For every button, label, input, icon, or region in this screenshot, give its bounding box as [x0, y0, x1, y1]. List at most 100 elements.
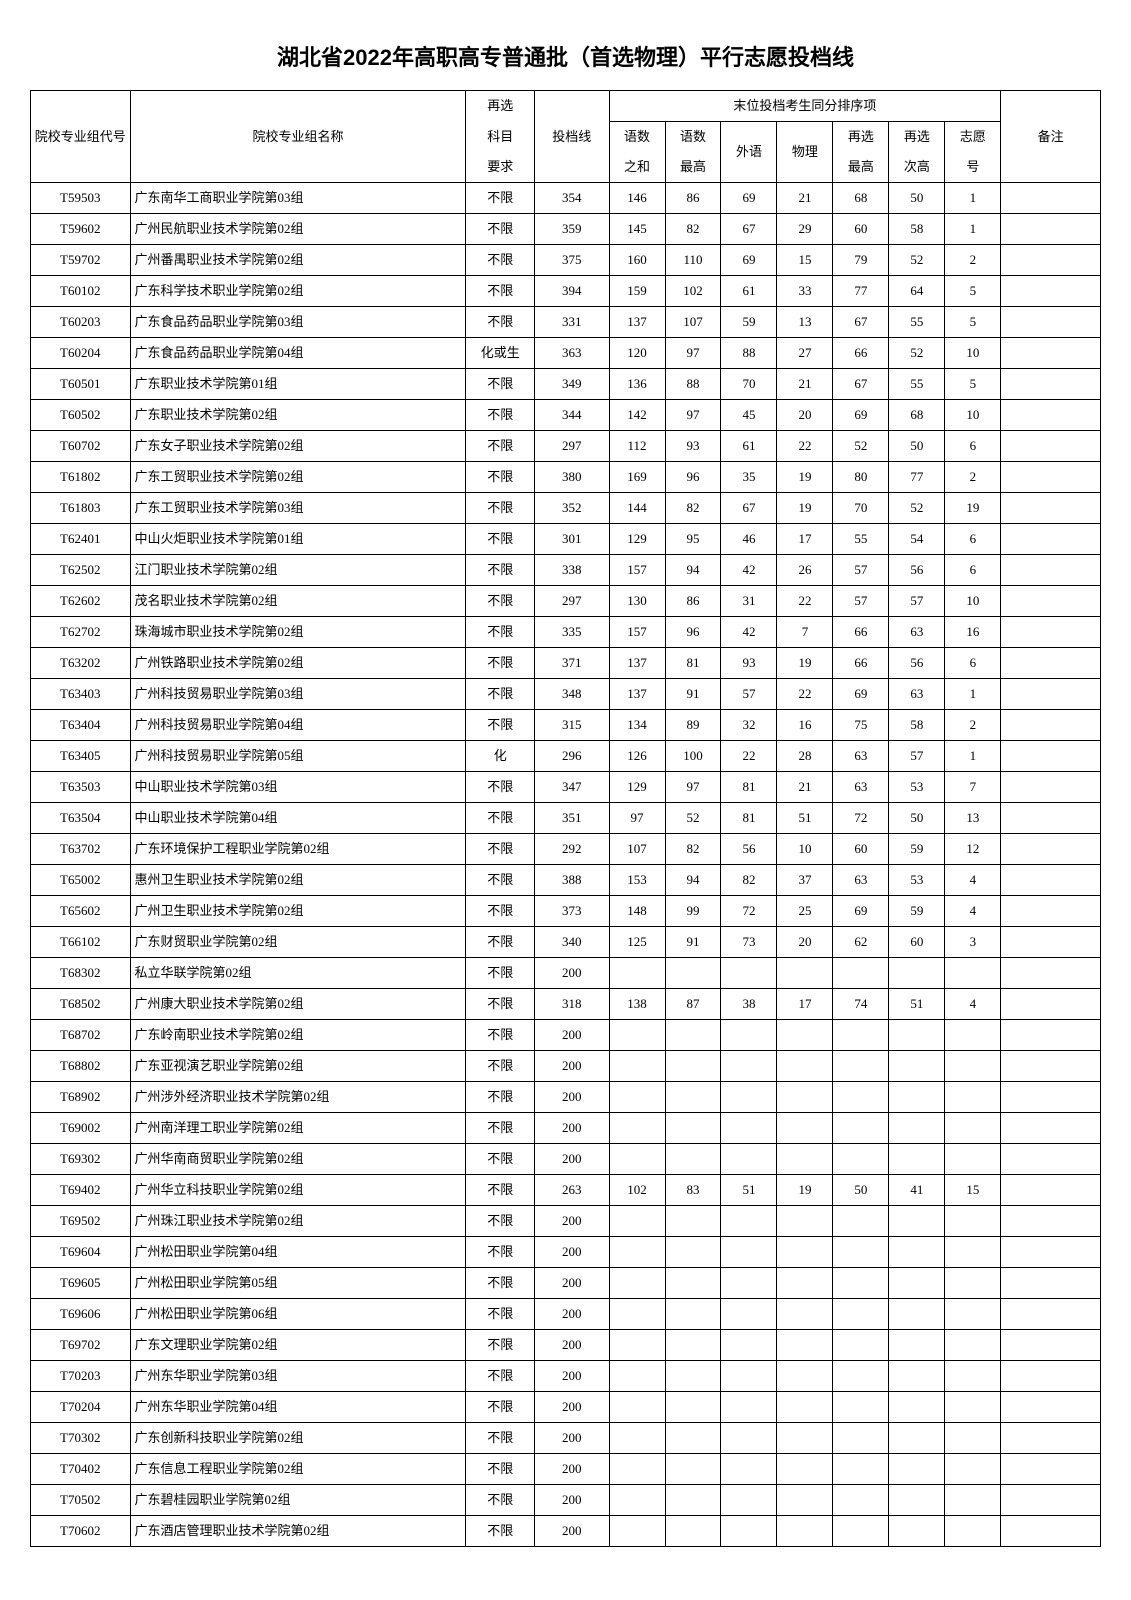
cell-line: 200 — [534, 1361, 609, 1392]
cell-s4 — [777, 1454, 833, 1485]
table-row: T69606广州松田职业学院第06组不限200 — [31, 1299, 1101, 1330]
cell-line: 349 — [534, 369, 609, 400]
cell-s6 — [889, 1516, 945, 1547]
cell-s6 — [889, 1144, 945, 1175]
cell-note — [1001, 1144, 1101, 1175]
cell-s4: 21 — [777, 183, 833, 214]
table-row: T68702广东岭南职业技术学院第02组不限200 — [31, 1020, 1101, 1051]
cell-note — [1001, 710, 1101, 741]
cell-s5 — [833, 1051, 889, 1082]
cell-s1: 160 — [609, 245, 665, 276]
cell-code: T70204 — [31, 1392, 131, 1423]
cell-s5: 63 — [833, 741, 889, 772]
cell-s3: 69 — [721, 245, 777, 276]
cell-code: T68302 — [31, 958, 131, 989]
cell-note — [1001, 493, 1101, 524]
cell-s3 — [721, 1392, 777, 1423]
cell-req: 不限 — [466, 183, 534, 214]
cell-s4: 22 — [777, 431, 833, 462]
cell-s3 — [721, 1361, 777, 1392]
cell-code: T60501 — [31, 369, 131, 400]
cell-s1: 134 — [609, 710, 665, 741]
cell-s1: 129 — [609, 772, 665, 803]
cell-s6: 55 — [889, 307, 945, 338]
table-row: T68502广州康大职业技术学院第02组不限31813887381774514 — [31, 989, 1101, 1020]
cell-s5 — [833, 1454, 889, 1485]
cell-code: T63404 — [31, 710, 131, 741]
cell-name: 中山职业技术学院第03组 — [130, 772, 466, 803]
cell-name: 广州南洋理工职业学院第02组 — [130, 1113, 466, 1144]
cell-note — [1001, 1516, 1101, 1547]
cell-line: 354 — [534, 183, 609, 214]
cell-s2: 102 — [665, 276, 721, 307]
cell-s7: 2 — [945, 710, 1001, 741]
cell-code: T63405 — [31, 741, 131, 772]
cell-note — [1001, 927, 1101, 958]
cell-name: 广东创新科技职业学院第02组 — [130, 1423, 466, 1454]
cell-s3: 73 — [721, 927, 777, 958]
cell-note — [1001, 1392, 1101, 1423]
cell-s5: 63 — [833, 772, 889, 803]
cell-code: T60204 — [31, 338, 131, 369]
cell-s4 — [777, 1330, 833, 1361]
cell-s1: 159 — [609, 276, 665, 307]
cell-code: T68702 — [31, 1020, 131, 1051]
cell-s7 — [945, 1361, 1001, 1392]
table-row: T70204广州东华职业学院第04组不限200 — [31, 1392, 1101, 1423]
cell-line: 371 — [534, 648, 609, 679]
table-row: T68902广州涉外经济职业技术学院第02组不限200 — [31, 1082, 1101, 1113]
cell-s6 — [889, 1268, 945, 1299]
cell-s7: 13 — [945, 803, 1001, 834]
cell-s5: 69 — [833, 400, 889, 431]
cell-name: 广州康大职业技术学院第02组 — [130, 989, 466, 1020]
cell-req: 不限 — [466, 276, 534, 307]
cell-s4 — [777, 958, 833, 989]
cell-s5: 67 — [833, 369, 889, 400]
cell-s4 — [777, 1206, 833, 1237]
table-row: T63405广州科技贸易职业学院第05组化296126100222863571 — [31, 741, 1101, 772]
cell-s7: 2 — [945, 245, 1001, 276]
cell-req: 不限 — [466, 431, 534, 462]
cell-name: 惠州卫生职业技术学院第02组 — [130, 865, 466, 896]
cell-s7 — [945, 958, 1001, 989]
cell-s2: 82 — [665, 834, 721, 865]
cell-name: 广州科技贸易职业学院第03组 — [130, 679, 466, 710]
cell-s3: 42 — [721, 555, 777, 586]
cell-code: T62702 — [31, 617, 131, 648]
cell-line: 200 — [534, 958, 609, 989]
cell-s5: 67 — [833, 307, 889, 338]
cell-req: 不限 — [466, 1144, 534, 1175]
cell-s5: 63 — [833, 865, 889, 896]
cell-s3 — [721, 1299, 777, 1330]
cell-note — [1001, 648, 1101, 679]
cell-line: 200 — [534, 1237, 609, 1268]
cell-s1: 137 — [609, 307, 665, 338]
header-c7a: 志愿 — [945, 122, 1001, 153]
cell-name: 广州松田职业学院第05组 — [130, 1268, 466, 1299]
cell-code: T63202 — [31, 648, 131, 679]
cell-s4: 16 — [777, 710, 833, 741]
cell-s4: 17 — [777, 524, 833, 555]
cell-s1: 157 — [609, 617, 665, 648]
table-row: T69702广东文理职业学院第02组不限200 — [31, 1330, 1101, 1361]
cell-name: 茂名职业技术学院第02组 — [130, 586, 466, 617]
cell-s4 — [777, 1361, 833, 1392]
header-note: 备注 — [1001, 91, 1101, 183]
cell-s3 — [721, 1268, 777, 1299]
cell-s4: 7 — [777, 617, 833, 648]
cell-s2: 88 — [665, 369, 721, 400]
cell-s2 — [665, 1392, 721, 1423]
cell-line: 338 — [534, 555, 609, 586]
cell-name: 广东食品药品职业学院第03组 — [130, 307, 466, 338]
cell-req: 不限 — [466, 648, 534, 679]
cell-req: 不限 — [466, 1423, 534, 1454]
cell-s3 — [721, 1144, 777, 1175]
cell-s2: 96 — [665, 462, 721, 493]
cell-s6 — [889, 1454, 945, 1485]
cell-s5: 57 — [833, 555, 889, 586]
cell-s1 — [609, 1299, 665, 1330]
cell-s4: 51 — [777, 803, 833, 834]
cell-s5 — [833, 1423, 889, 1454]
cell-s7: 7 — [945, 772, 1001, 803]
cell-s4 — [777, 1423, 833, 1454]
